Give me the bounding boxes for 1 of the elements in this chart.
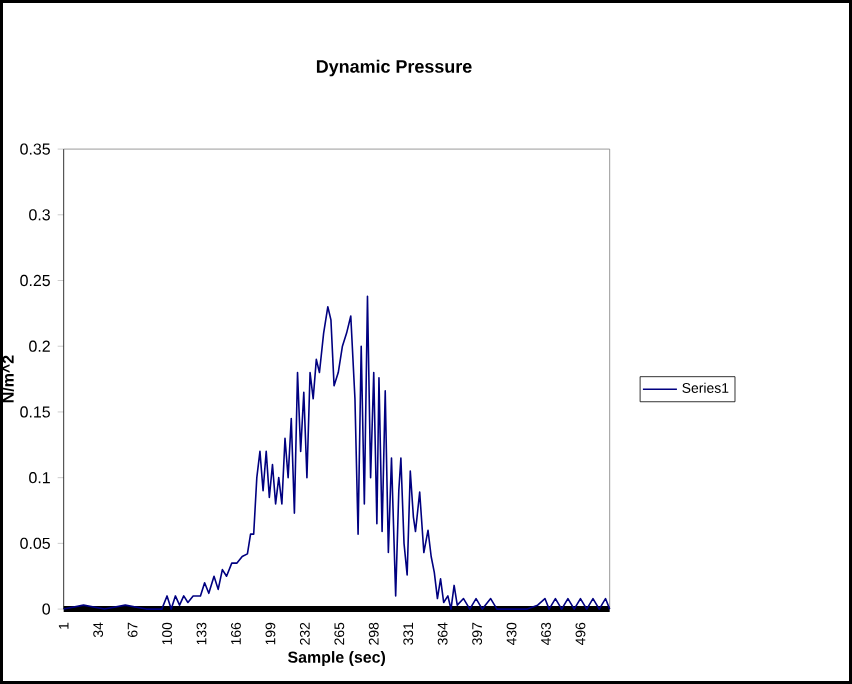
chart-title: Dynamic Pressure [316, 59, 472, 77]
